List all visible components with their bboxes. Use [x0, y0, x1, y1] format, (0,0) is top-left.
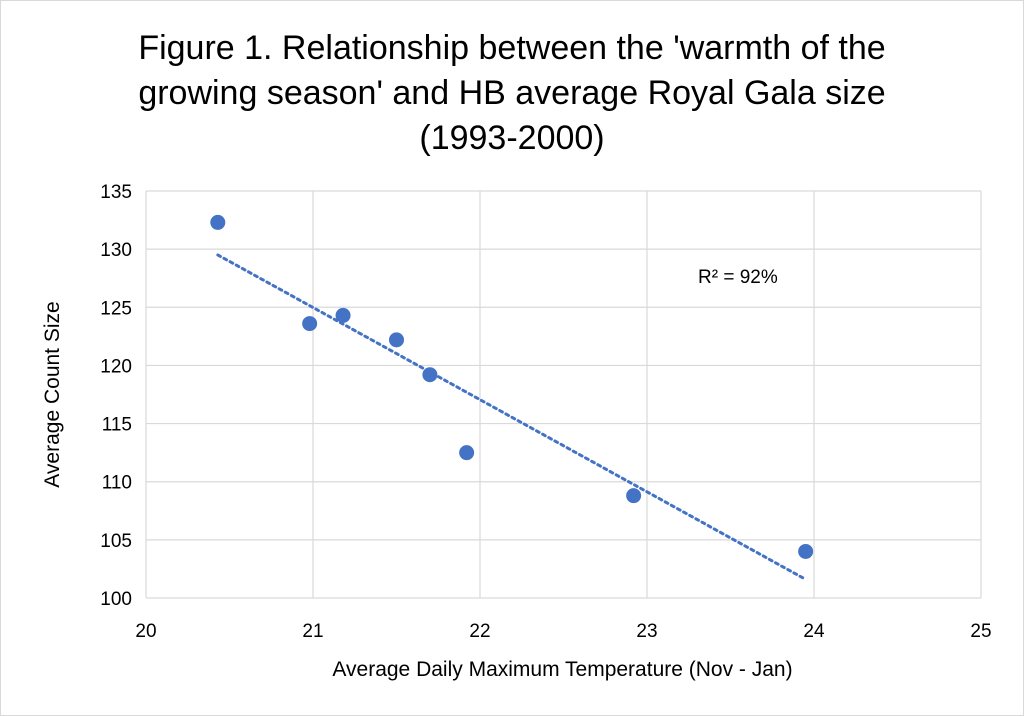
data-point — [422, 367, 438, 383]
data-point — [626, 488, 642, 504]
grid-lines — [145, 190, 982, 599]
y-tick-label: 115 — [102, 415, 132, 436]
x-tick-label: 23 — [636, 621, 657, 642]
x-tick-label: 22 — [469, 621, 490, 642]
y-tick-label: 130 — [100, 240, 132, 261]
chart-title-line-3: (1993-2000) — [419, 119, 605, 157]
y-axis-label: Average Count Size — [41, 301, 64, 487]
x-tick-label: 21 — [302, 621, 323, 642]
x-axis-label: Average Daily Maximum Temperature (Nov -… — [332, 658, 792, 681]
data-point — [389, 332, 404, 348]
data-point — [459, 445, 475, 461]
data-points — [210, 214, 814, 559]
y-tick-label: 110 — [102, 473, 132, 494]
chart-title-line-2: growing season' and HB average Royal Gal… — [138, 74, 886, 112]
y-tick-label: 135 — [100, 182, 132, 203]
x-tick-label: 25 — [970, 621, 991, 642]
x-tick-labels: 20 21 22 23 24 25 — [135, 621, 991, 642]
y-tick-labels: 100 105 110 115 120 125 130 135 — [100, 182, 132, 610]
data-point — [210, 214, 226, 230]
y-tick-label: 100 — [100, 589, 132, 610]
data-point — [335, 307, 351, 323]
data-point — [302, 316, 318, 332]
trendline — [216, 253, 808, 581]
y-tick-label: 105 — [100, 531, 132, 552]
y-tick-label: 125 — [100, 298, 132, 319]
y-tick-label: 120 — [100, 356, 132, 377]
r-squared-annotation: R² = 92% — [698, 267, 778, 288]
chart-title: Figure 1. Relationship between the 'warm… — [62, 26, 962, 161]
data-point — [798, 543, 814, 559]
x-tick-label: 24 — [803, 621, 825, 642]
chart-title-line-1: Figure 1. Relationship between the 'warm… — [138, 29, 886, 67]
x-tick-label: 20 — [135, 621, 156, 642]
